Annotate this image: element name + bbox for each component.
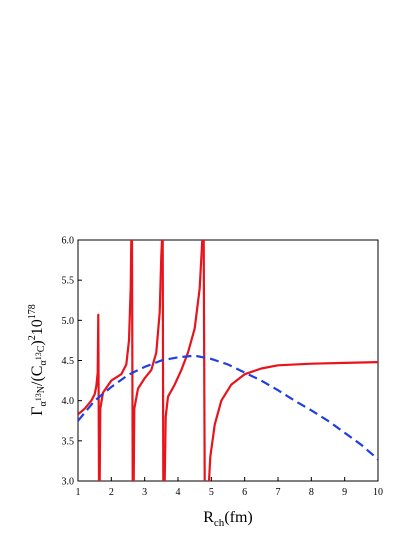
plot-frame [77,239,379,482]
x-tick-label: 3 [142,487,147,498]
y-axis-title: Γα13N/(Cα13C)210178 [27,304,49,415]
y-tick-label: 3.0 [62,477,75,488]
y-tick-label: 4.0 [62,396,75,407]
x-tick-label: 7 [276,487,281,498]
x-tick-label: 10 [373,487,383,498]
y-tick-label: 5.5 [62,276,75,287]
y-tick-label: 5.0 [62,316,75,327]
x-axis-title: Rch(fm) [203,509,253,529]
curves [78,240,378,481]
x-axis-ticks: 1 2 3 4 5 6 7 8 9 10 [76,477,383,498]
solid-red-curve [163,240,204,481]
x-tick-label: 8 [309,487,314,498]
solid-red-curve [132,240,164,481]
y-tick-label: 4.5 [62,356,75,367]
solid-red-curve [207,361,378,481]
solid-red-curve [130,240,134,481]
x-tick-label: 4 [176,487,181,498]
x-tick-label: 2 [109,487,114,498]
x-tick-label: 1 [76,487,81,498]
solid-red-curve [78,313,101,481]
dashed-blue-curve [78,354,378,461]
x-tick-label: 5 [209,487,214,498]
x-tick-label: 9 [342,487,347,498]
y-axis-ticks: 3.0 3.5 4.0 4.5 5.0 5.5 6.0 [62,236,82,488]
solid-red-curve [202,240,206,481]
solid-red-curve [98,240,133,481]
y-tick-label: 6.0 [62,236,75,247]
y-tick-label: 3.5 [62,436,75,447]
x-tick-label: 6 [242,487,247,498]
